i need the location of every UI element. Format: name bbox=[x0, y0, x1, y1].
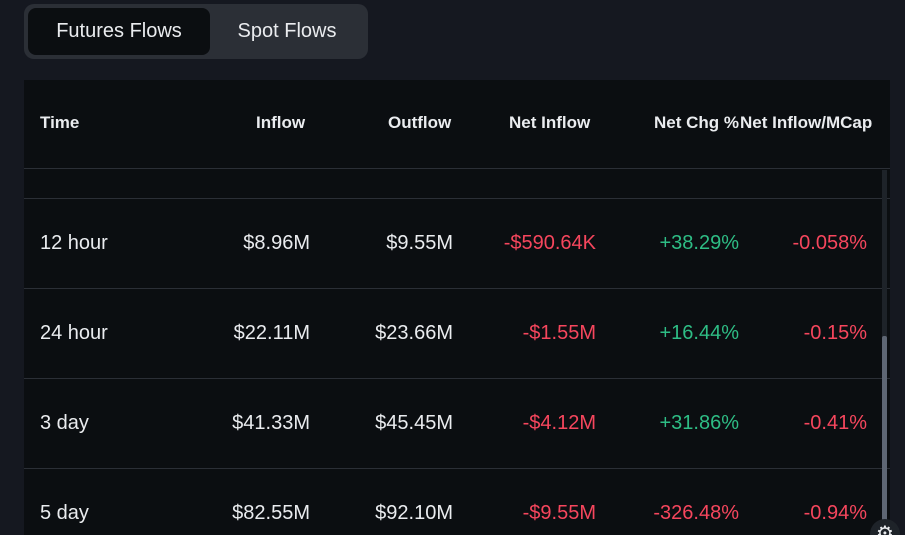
row-net-inflow: -$9.55M bbox=[522, 502, 596, 524]
row-time: 3 day bbox=[40, 412, 89, 434]
column-header-outflow[interactable]: Outflow bbox=[388, 113, 452, 132]
row-net-inflow: -$590.64K bbox=[503, 232, 596, 254]
row-outflow: $9.55M bbox=[386, 232, 453, 254]
row-net-inflow-mcap: -0.15% bbox=[803, 322, 867, 344]
table-row: 12 hour $8.96M $9.55M -$590.64K +38.29% … bbox=[24, 199, 890, 289]
tab-futures-flows[interactable]: Futures Flows bbox=[28, 8, 210, 55]
row-inflow: $22.11M bbox=[233, 322, 310, 344]
row-net-chg: -326.48% bbox=[653, 502, 739, 524]
column-header-net-chg[interactable]: Net Chg % bbox=[654, 113, 739, 132]
table-header: Time Inflow Outflow Net Inflow Net Chg %… bbox=[24, 80, 890, 169]
row-outflow: $92.10M bbox=[375, 502, 453, 524]
row-inflow: $8.96M bbox=[243, 232, 310, 254]
row-net-inflow: -$4.12M bbox=[522, 412, 596, 434]
row-net-inflow-mcap: -0.41% bbox=[803, 412, 867, 434]
tab-spot-flows[interactable]: Spot Flows bbox=[237, 20, 337, 42]
row-time: 5 day bbox=[40, 502, 89, 524]
row-outflow: $23.66M bbox=[375, 322, 453, 344]
row-net-chg: +16.44% bbox=[659, 322, 739, 344]
flows-table: Time Inflow Outflow Net Inflow Net Chg %… bbox=[24, 80, 890, 535]
row-net-chg: +31.86% bbox=[659, 412, 739, 434]
flow-type-tabs: Futures Flows Spot Flows bbox=[24, 4, 368, 59]
table-row: 3 day $41.33M $45.45M -$4.12M +31.86% -0… bbox=[24, 379, 890, 469]
column-header-time[interactable]: Time bbox=[40, 113, 80, 132]
row-inflow: $41.33M bbox=[232, 412, 310, 434]
row-net-chg: +38.29% bbox=[659, 232, 739, 254]
row-outflow: $45.45M bbox=[375, 412, 453, 434]
row-net-inflow-mcap: -0.058% bbox=[792, 232, 868, 254]
column-header-net-inflow[interactable]: Net Inflow bbox=[509, 113, 591, 132]
table-row: 5 day $82.55M $92.10M -$9.55M -326.48% -… bbox=[24, 469, 890, 535]
row-time: 24 hour bbox=[40, 322, 108, 344]
row-net-inflow: -$1.55M bbox=[522, 322, 596, 344]
gear-icon[interactable]: ⚙ bbox=[870, 519, 900, 535]
column-header-inflow[interactable]: Inflow bbox=[256, 113, 306, 132]
row-time: 12 hour bbox=[40, 232, 108, 254]
row-divider bbox=[24, 198, 890, 199]
table-scrollbar-thumb[interactable] bbox=[882, 336, 887, 535]
row-inflow: $82.55M bbox=[232, 502, 310, 524]
table-row: 24 hour $22.11M $23.66M -$1.55M +16.44% … bbox=[24, 289, 890, 379]
column-header-net-inflow-mcap[interactable]: Net Inflow/MCap bbox=[740, 113, 873, 132]
row-net-inflow-mcap: -0.94% bbox=[803, 502, 867, 524]
